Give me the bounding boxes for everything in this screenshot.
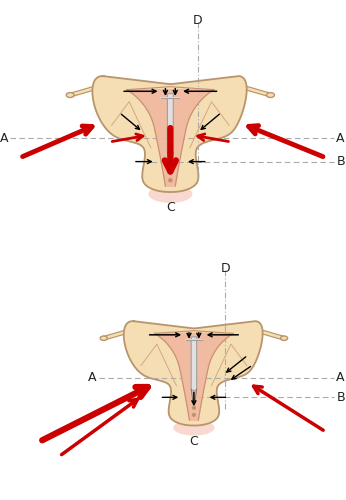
FancyBboxPatch shape [191,337,197,390]
Circle shape [169,163,172,166]
Polygon shape [124,321,263,426]
Circle shape [193,400,195,402]
Text: D: D [220,262,230,275]
Circle shape [169,179,172,182]
Circle shape [169,171,172,174]
Ellipse shape [267,92,274,98]
Text: B: B [336,391,345,404]
Text: C: C [190,434,198,448]
Ellipse shape [148,185,192,203]
Circle shape [193,414,195,416]
Ellipse shape [173,420,215,436]
Polygon shape [92,76,247,192]
Text: D: D [193,14,203,28]
Text: C: C [166,201,175,214]
Text: B: B [336,155,345,168]
Ellipse shape [100,336,107,340]
Text: A: A [336,371,345,384]
Ellipse shape [66,92,74,98]
Polygon shape [155,334,233,420]
FancyBboxPatch shape [167,94,173,153]
Ellipse shape [281,336,288,340]
Text: A: A [336,132,345,144]
Circle shape [193,406,195,409]
Text: A: A [88,371,97,384]
Polygon shape [127,90,214,186]
Text: A: A [0,132,8,144]
